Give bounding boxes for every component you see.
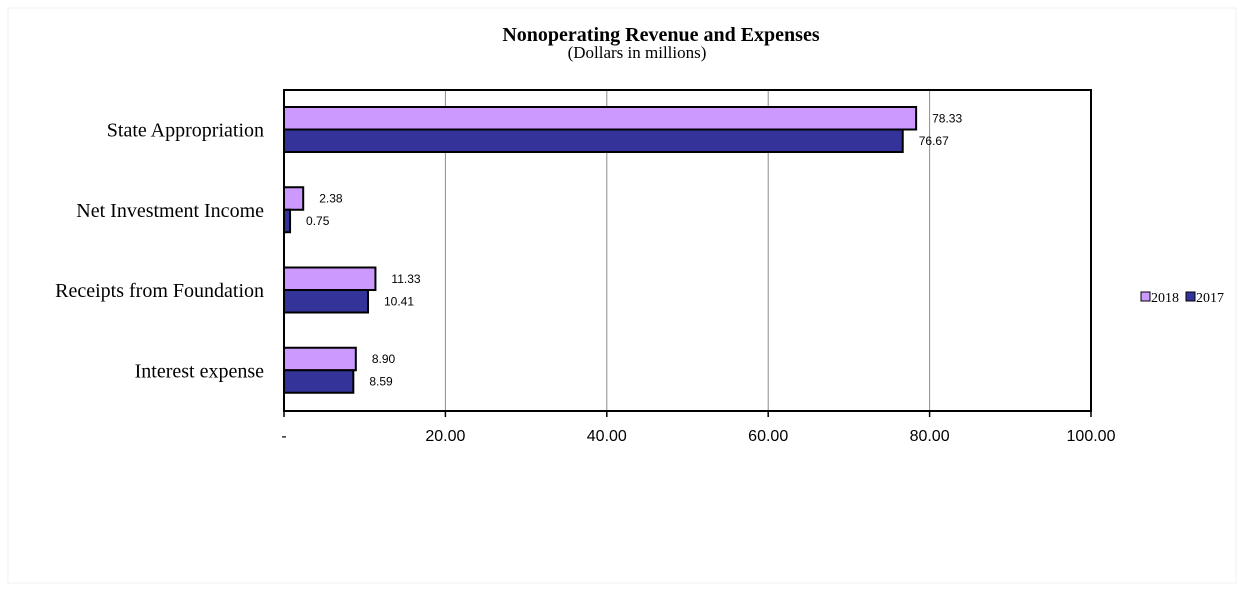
bar-2018-0 <box>283 106 918 131</box>
legend-label-2017: 2017 <box>1196 291 1224 306</box>
data-label-2017-1: 0.75 <box>306 214 330 228</box>
category-label-3: Interest expense <box>135 360 265 382</box>
data-label-2017-2: 10.41 <box>384 294 414 308</box>
category-label-0: State Appropriation <box>107 120 264 142</box>
data-label-2017-0: 76.67 <box>919 134 949 148</box>
data-label-2017-3: 8.59 <box>369 375 393 389</box>
x-tick-label-4: 80.00 <box>910 428 950 445</box>
bar-2018-3 <box>283 346 357 372</box>
category-label-2: Receipts from Foundation <box>55 280 264 302</box>
bar-2017-3 <box>283 369 355 394</box>
plot-area <box>283 89 1092 412</box>
x-tick-label-0: - <box>281 428 286 445</box>
category-labels: State Appropriation Net Investment Income… <box>55 120 264 383</box>
legend-label-2018: 2018 <box>1151 291 1179 306</box>
bar-2017-0 <box>283 128 904 153</box>
x-tick-label-2: 40.00 <box>587 428 627 445</box>
x-tick-label-1: 20.00 <box>425 428 465 445</box>
data-label-2018-1: 2.38 <box>319 192 343 206</box>
chart-title: Nonoperating Revenue and Expenses <box>502 24 819 46</box>
chart-subtitle: (Dollars in millions) <box>568 43 707 62</box>
legend-swatch-2018 <box>1140 291 1151 302</box>
legend: 2018 2017 <box>1140 291 1224 306</box>
data-label-2018-2: 11.33 <box>391 272 420 286</box>
bars: 78.33 76.67 2.38 0.75 11.33 10.41 8.90 8.59 <box>283 106 962 394</box>
legend-swatch-2017 <box>1185 291 1196 302</box>
bar-2017-2 <box>283 289 370 314</box>
data-label-2018-0: 78.33 <box>932 111 962 125</box>
bar-2018-2 <box>283 266 377 291</box>
x-axis: - 20.00 40.00 60.00 80.00 100.00 <box>281 411 1116 445</box>
category-label-1: Net Investment Income <box>76 200 264 222</box>
data-label-2018-3: 8.90 <box>372 352 396 366</box>
bar-2018-1 <box>283 186 305 211</box>
x-tick-label-5: 100.00 <box>1067 428 1116 445</box>
x-tick-label-3: 60.00 <box>748 428 788 445</box>
